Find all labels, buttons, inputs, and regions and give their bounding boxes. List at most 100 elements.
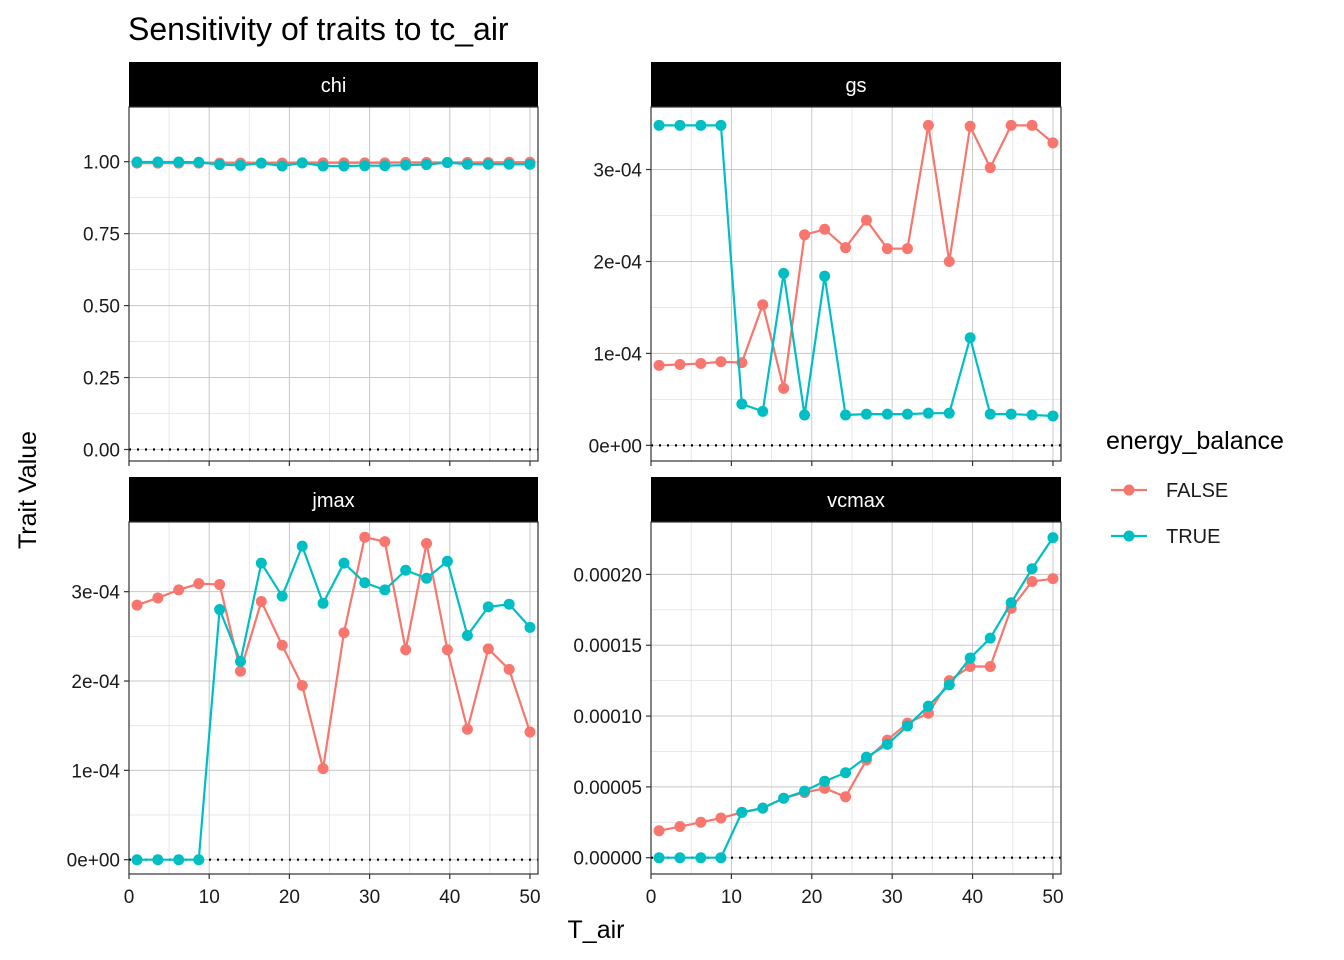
legend-item-false: FALSE (1111, 480, 1228, 502)
series-line (136, 535, 532, 769)
series-line (659, 536, 1054, 859)
y-tick-label: 0e+00 (67, 851, 120, 872)
data-point (922, 119, 934, 131)
y-tick-label: 0.50 (83, 297, 120, 318)
strip-jmax (129, 477, 538, 522)
y-tick-label: 1.00 (83, 153, 120, 174)
data-point (674, 358, 686, 370)
series-true (653, 532, 1059, 864)
data-point (214, 604, 226, 616)
data-point (441, 157, 453, 169)
data-point (715, 119, 727, 131)
data-point (1026, 409, 1038, 421)
data-point (964, 120, 976, 132)
data-point (1047, 573, 1059, 585)
data-point (653, 852, 665, 864)
data-point (1005, 597, 1017, 609)
data-point (276, 590, 288, 602)
data-point (379, 584, 391, 596)
data-point (964, 652, 976, 664)
data-point (276, 160, 288, 172)
data-point (943, 407, 955, 419)
series-true (653, 119, 1059, 422)
x-tick-label: 10 (721, 887, 742, 908)
strip-vcmax (651, 477, 1061, 522)
data-point (296, 157, 308, 169)
data-point (840, 791, 852, 803)
data-point (503, 158, 515, 170)
data-point (441, 555, 453, 567)
data-point (359, 160, 371, 172)
data-point (881, 408, 893, 420)
data-point (1047, 410, 1059, 422)
series-false (131, 531, 536, 775)
data-point (461, 158, 473, 170)
data-point (338, 627, 350, 639)
data-point (131, 599, 143, 611)
data-point (1026, 119, 1038, 131)
data-point (461, 723, 473, 735)
data-point (400, 564, 412, 576)
data-point (840, 242, 852, 254)
series-true (131, 156, 536, 172)
data-point (674, 852, 686, 864)
data-point (296, 540, 308, 552)
data-point (922, 700, 934, 712)
data-point (317, 160, 329, 172)
panel-jmax: jmax 0e+00 1e-04 2e-04 3e-04 0 10 20 30 40 50 (67, 477, 541, 908)
data-point (1047, 137, 1059, 149)
y-tick-label: 0.00 (83, 440, 120, 461)
data-point (778, 267, 790, 279)
data-point (421, 537, 433, 549)
data-point (736, 398, 748, 410)
data-point (1047, 532, 1059, 544)
data-point (695, 358, 707, 370)
data-point (799, 409, 811, 421)
data-point (400, 644, 412, 656)
data-point (715, 356, 727, 368)
panel-border (128, 106, 539, 462)
data-point (757, 405, 769, 417)
data-point (1005, 408, 1017, 420)
data-point (715, 852, 727, 864)
x-tick-label: 30 (882, 887, 903, 908)
data-point (674, 821, 686, 833)
strip-label-chi: chi (321, 75, 347, 97)
data-point (964, 660, 976, 672)
data-point (695, 119, 707, 131)
data-point (503, 598, 515, 610)
data-point (173, 156, 185, 168)
data-point (317, 597, 329, 609)
data-point (653, 119, 665, 131)
series-line (137, 543, 531, 861)
data-point (255, 596, 267, 608)
data-point (193, 578, 205, 590)
y-tick-label: 1e-04 (71, 761, 120, 782)
y-tick-label: 0.00010 (573, 707, 642, 728)
data-point (193, 854, 205, 866)
data-point (984, 408, 996, 420)
x-tick-label: 50 (1042, 887, 1063, 908)
series-true (131, 540, 536, 866)
x-tick-label: 0 (646, 887, 657, 908)
data-point (943, 255, 955, 267)
data-point (736, 806, 748, 818)
data-point (1026, 575, 1038, 587)
legend-label: FALSE (1166, 480, 1228, 502)
x-tick-label: 20 (801, 887, 822, 908)
data-point (173, 584, 185, 596)
data-point (482, 158, 494, 170)
panel-border (650, 106, 1062, 462)
y-tick-label: 0.75 (83, 225, 120, 246)
data-point (234, 655, 246, 667)
data-point (131, 156, 143, 168)
data-point (482, 643, 494, 655)
y-tick-label: 0.00015 (573, 636, 642, 657)
data-point (276, 639, 288, 651)
data-point (152, 854, 164, 866)
y-tick-label: 2e-04 (593, 252, 642, 273)
data-point (922, 407, 934, 419)
y-tick-label: 0.00005 (573, 778, 642, 799)
y-tick-label: 0.25 (83, 369, 120, 390)
